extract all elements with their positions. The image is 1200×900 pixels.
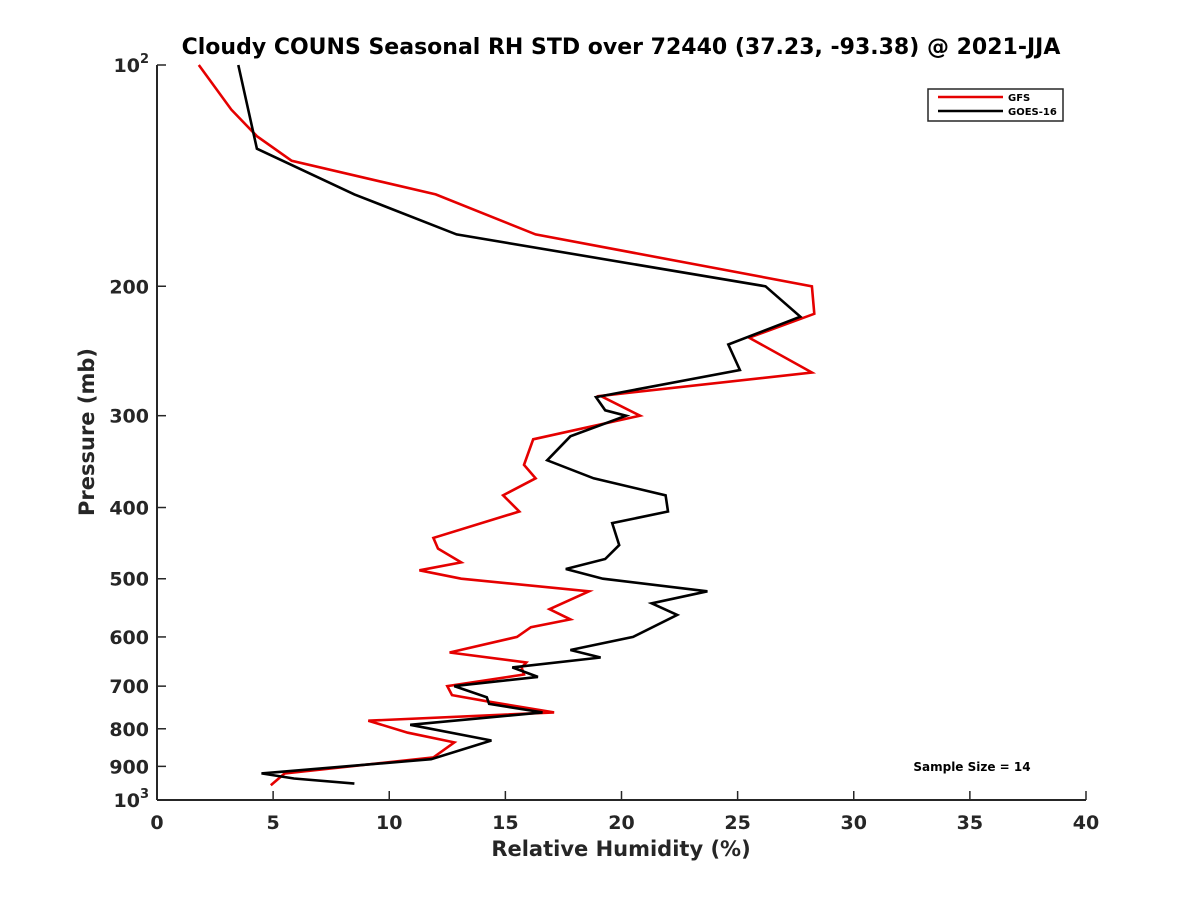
x-tick-label: 40 [1073, 812, 1099, 834]
y-tick-label: 900 [109, 756, 149, 778]
x-tick-label: 10 [376, 812, 402, 834]
y-tick-label: 102 [114, 52, 150, 77]
legend-label-goes16: GOES-16 [1008, 107, 1057, 118]
y-tick-label: 300 [109, 406, 149, 428]
series-lines [197, 64, 817, 787]
plot-area [156, 65, 1086, 801]
series-line-goes-16 [237, 64, 803, 785]
sample-size-annotation: Sample Size = 14 [913, 760, 1030, 774]
legend-box [927, 88, 1064, 122]
x-tick-label: 30 [841, 812, 867, 834]
x-tick-label: 15 [492, 812, 518, 834]
x-axis-label: Relative Humidity (%) [491, 837, 750, 861]
legend-label-gfs: GFS [1008, 93, 1030, 104]
y-tick-label: 103 [114, 787, 150, 812]
y-axis-ticks: 102 200 300 400 500 600 700 800 900 103 [109, 52, 166, 812]
x-tick-label: 0 [150, 812, 163, 834]
x-axis-ticks: 0 5 10 15 20 25 30 35 40 [150, 791, 1099, 834]
series-line-gfs [197, 64, 817, 787]
legend: GFS GOES-16 [927, 88, 1064, 122]
x-tick-label: 20 [608, 812, 634, 834]
y-tick-label: 700 [109, 676, 149, 698]
y-tick-label: 200 [109, 276, 149, 298]
y-tick-label: 600 [109, 627, 149, 649]
y-axis-label: Pressure (mb) [75, 348, 99, 516]
y-tick-label: 500 [109, 569, 149, 591]
y-tick-label: 400 [109, 498, 149, 520]
x-tick-label: 5 [267, 812, 280, 834]
y-tick-label: 800 [109, 719, 149, 741]
x-tick-label: 35 [957, 812, 983, 834]
x-tick-label: 25 [724, 812, 750, 834]
chart-title: Cloudy COUNS Seasonal RH STD over 72440 … [182, 35, 1061, 60]
